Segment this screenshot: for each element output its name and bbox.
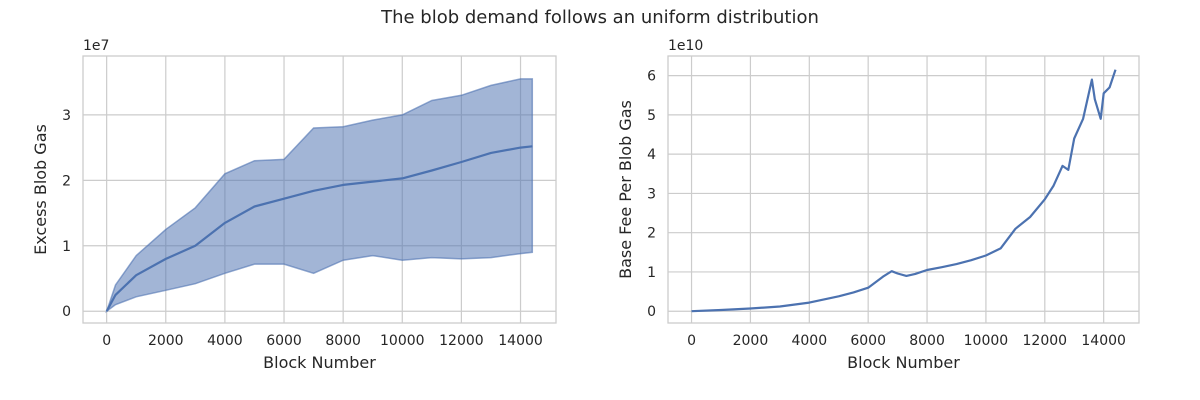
y-tick-label: 6 [647,69,656,85]
grid [668,56,1139,323]
y-tick-label: 1 [62,239,71,255]
plot-frame [82,55,557,324]
x-tick-label: 8000 [909,333,945,349]
x-tick-label: 10000 [964,333,1009,349]
x-tick-label: 6000 [266,333,302,349]
y-tick-label: 2 [647,226,656,242]
x-tick-label: 2000 [148,333,184,349]
x-tick-label: 4000 [207,333,243,349]
y-tick-label: 3 [62,108,71,124]
figure-title: The blob demand follows an uniform distr… [380,7,819,28]
y-tick-label: 0 [647,304,656,320]
x-tick-label: 14000 [498,333,543,349]
y-tick-label: 2 [62,173,71,189]
x-tick-label: 0 [102,333,111,349]
x-tick-label: 12000 [439,333,484,349]
x-axis-label: Block Number [263,353,376,372]
y-tick-label: 3 [647,186,656,202]
y-tick-label: 5 [647,108,656,124]
x-tick-label: 10000 [380,333,425,349]
x-axis-label: Block Number [847,353,960,372]
x-tick-label: 6000 [850,333,886,349]
confidence-band [105,78,534,314]
x-tick-label: 0 [687,333,696,349]
plot-frame [667,55,1140,324]
y-axis-label: Excess Blob Gas [31,124,50,255]
x-tick-label: 8000 [325,333,361,349]
series-line [691,69,1117,313]
base-fee-chart: 0 2000 4000 6000 8000 10000 12000 14000 0 1 2 3 4 5 61… [616,38,1140,372]
y-tick-label: 4 [647,147,656,163]
y-offset-text: 1e10 [668,38,703,54]
y-tick-label: 1 [647,265,656,281]
x-tick-label: 14000 [1081,333,1126,349]
excess-blob-gas-chart: 0 2000 4000 6000 8000 10000 12000 14000 0 1 2 3 1e7 B… [31,38,557,372]
y-tick-label: 0 [62,304,71,320]
y-offset-text: 1e7 [83,38,109,54]
x-tick-label: 4000 [791,333,827,349]
x-tick-label: 12000 [1023,333,1068,349]
series-line [105,145,533,312]
y-axis-label: Base Fee Per Blob Gas [616,100,635,279]
x-tick-label: 2000 [733,333,769,349]
